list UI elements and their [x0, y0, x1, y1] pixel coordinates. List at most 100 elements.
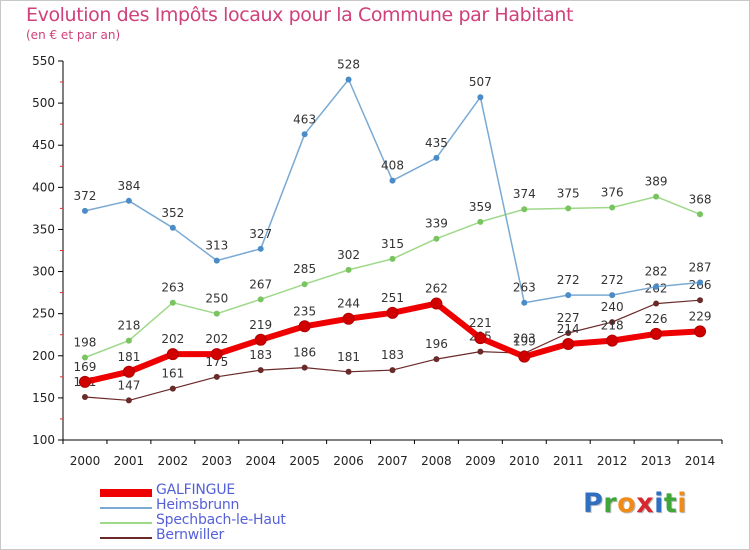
x-tick-label: 2008 — [421, 454, 452, 468]
data-label-spechbach-le-haut: 374 — [513, 187, 536, 201]
y-tick-label: 150 — [32, 391, 55, 405]
logo-letter: P — [583, 488, 604, 519]
x-tick-label: 2002 — [158, 454, 189, 468]
data-point-bernwiller — [125, 397, 132, 404]
data-label-heimsbrunn: 507 — [469, 75, 492, 89]
data-point-spechbach-le-haut — [521, 206, 528, 213]
data-point-galfingue — [210, 348, 223, 361]
data-point-bernwiller — [345, 368, 352, 375]
data-point-bernwiller — [697, 297, 704, 304]
data-point-galfingue — [342, 312, 355, 325]
data-label-bernwiller: 186 — [293, 346, 316, 360]
data-label-galfingue: 235 — [293, 304, 316, 318]
data-point-spechbach-le-haut — [389, 255, 396, 262]
legend-label: GALFINGUE — [156, 482, 236, 498]
data-point-bernwiller — [653, 300, 660, 307]
data-point-bernwiller — [213, 373, 220, 380]
logo-letter: t — [663, 488, 678, 519]
data-label-heimsbrunn: 282 — [645, 265, 668, 279]
data-label-heimsbrunn: 263 — [513, 281, 536, 295]
logo-letter: i — [654, 488, 664, 519]
data-label-bernwiller: 175 — [205, 355, 228, 369]
x-tick-label: 2013 — [641, 454, 672, 468]
legend-label: Heimsbrunn — [156, 497, 240, 513]
data-point-heimsbrunn — [81, 207, 88, 214]
data-point-galfingue — [386, 306, 399, 319]
data-label-heimsbrunn: 352 — [161, 206, 184, 220]
y-tick-label: 500 — [32, 96, 55, 110]
data-point-galfingue — [166, 348, 179, 361]
legend-swatch — [100, 488, 152, 497]
data-label-heimsbrunn: 463 — [293, 112, 316, 126]
data-label-galfingue: 244 — [337, 297, 360, 311]
data-point-spechbach-le-haut — [609, 204, 616, 211]
data-label-galfingue: 221 — [469, 316, 492, 330]
data-label-galfingue: 181 — [117, 350, 140, 364]
data-label-bernwiller: 227 — [557, 311, 580, 325]
data-point-heimsbrunn — [257, 245, 264, 252]
chart-subtitle: (en € et par an) — [26, 28, 121, 42]
y-tick-label: 300 — [32, 265, 55, 279]
data-label-spechbach-le-haut: 315 — [381, 237, 404, 251]
data-label-galfingue: 262 — [425, 282, 448, 296]
data-label-heimsbrunn: 287 — [689, 261, 712, 275]
data-point-bernwiller — [389, 367, 396, 374]
data-label-galfingue: 202 — [205, 332, 228, 346]
data-label-galfingue: 226 — [645, 312, 668, 326]
x-tick-label: 2003 — [201, 454, 232, 468]
data-label-galfingue: 218 — [601, 319, 624, 333]
data-point-spechbach-le-haut — [653, 193, 660, 200]
data-point-spechbach-le-haut — [345, 266, 352, 273]
data-label-heimsbrunn: 408 — [381, 159, 404, 173]
data-point-galfingue — [606, 334, 619, 347]
data-label-bernwiller: 183 — [381, 348, 404, 362]
data-point-galfingue — [122, 365, 135, 378]
data-point-galfingue — [474, 332, 487, 345]
chart-title: Evolution des Impôts locaux pour la Comm… — [26, 4, 574, 26]
data-point-galfingue — [430, 297, 443, 310]
y-tick-label: 200 — [32, 349, 55, 363]
data-point-heimsbrunn — [125, 197, 132, 204]
data-label-heimsbrunn: 327 — [249, 227, 272, 241]
data-point-heimsbrunn — [301, 131, 308, 138]
data-point-spechbach-le-haut — [433, 235, 440, 242]
data-label-heimsbrunn: 372 — [74, 189, 97, 203]
y-tick-label: 350 — [32, 222, 55, 236]
data-label-spechbach-le-haut: 267 — [249, 277, 272, 291]
data-label-spechbach-le-haut: 339 — [425, 217, 448, 231]
data-label-bernwiller: 183 — [249, 348, 272, 362]
data-label-spechbach-le-haut: 263 — [161, 281, 184, 295]
data-label-heimsbrunn: 313 — [205, 239, 228, 253]
data-label-spechbach-le-haut: 285 — [293, 262, 316, 276]
x-tick-label: 2005 — [289, 454, 320, 468]
data-point-galfingue — [254, 333, 267, 346]
data-point-heimsbrunn — [433, 154, 440, 161]
data-label-galfingue: 169 — [74, 360, 97, 374]
data-point-heimsbrunn — [477, 94, 484, 101]
data-label-spechbach-le-haut: 368 — [689, 192, 712, 206]
data-label-heimsbrunn: 272 — [557, 273, 580, 287]
data-label-bernwiller: 240 — [601, 300, 624, 314]
x-tick-label: 2012 — [597, 454, 628, 468]
data-label-spechbach-le-haut: 198 — [74, 335, 97, 349]
data-label-spechbach-le-haut: 359 — [469, 200, 492, 214]
data-label-spechbach-le-haut: 218 — [117, 319, 140, 333]
data-point-bernwiller — [301, 364, 308, 371]
data-label-galfingue: 251 — [381, 291, 404, 305]
data-label-bernwiller: 161 — [161, 367, 184, 381]
data-label-spechbach-le-haut: 250 — [205, 292, 228, 306]
data-point-spechbach-le-haut — [565, 205, 572, 212]
legend-label: Bernwiller — [156, 527, 225, 543]
data-point-spechbach-le-haut — [125, 337, 132, 344]
data-point-heimsbrunn — [653, 283, 660, 290]
data-point-spechbach-le-haut — [301, 281, 308, 288]
legend-swatch — [100, 506, 152, 509]
data-point-heimsbrunn — [565, 292, 572, 299]
data-label-bernwiller: 196 — [425, 337, 448, 351]
logo-letter: o — [617, 488, 637, 519]
data-point-bernwiller — [477, 348, 484, 355]
data-label-bernwiller: 203 — [513, 331, 536, 345]
data-point-bernwiller — [433, 356, 440, 363]
